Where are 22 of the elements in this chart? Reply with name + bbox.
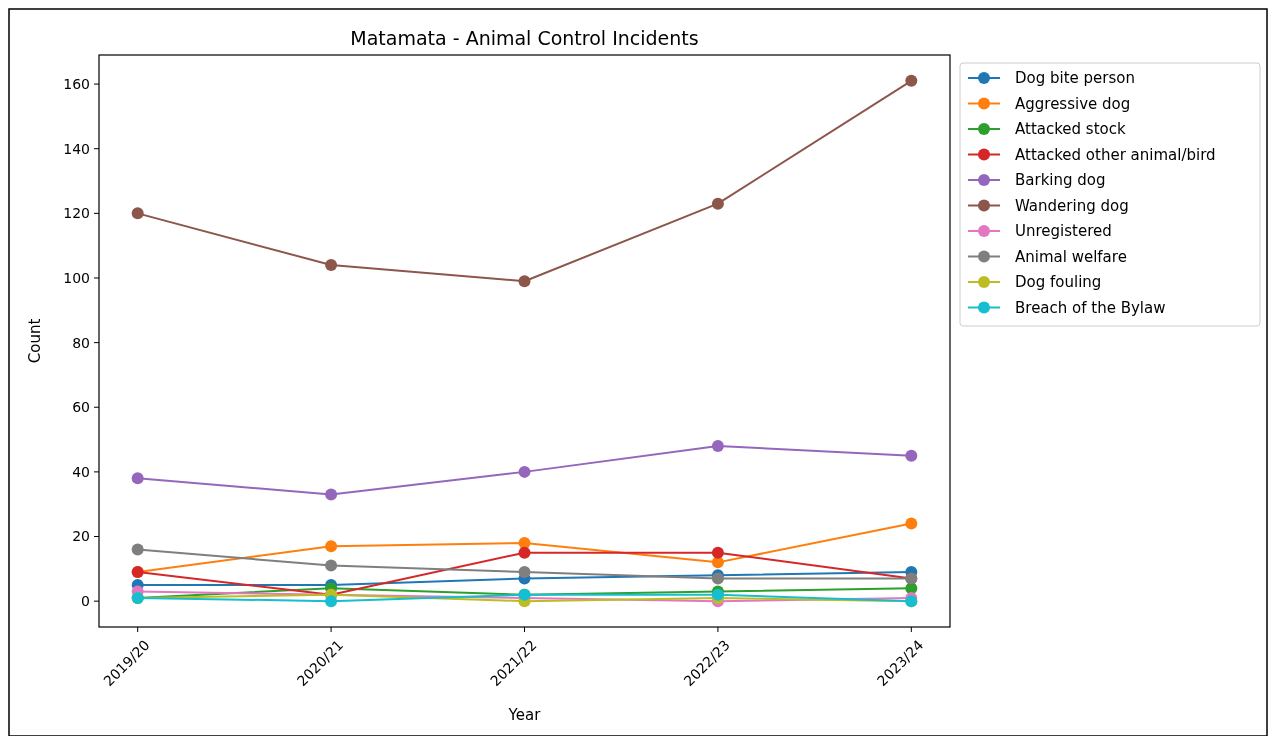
y-tick-label: 0 [81, 593, 90, 610]
y-tick-label: 140 [63, 140, 90, 157]
legend-label: Breach of the Bylaw [1015, 298, 1166, 317]
legend-label: Aggressive dog [1015, 94, 1131, 113]
legend-label: Dog bite person [1015, 69, 1135, 88]
chart-title: Matamata - Animal Control Incidents [350, 27, 699, 49]
legend-label: Attacked other animal/bird [1015, 145, 1216, 164]
legend-label: Unregistered [1015, 222, 1112, 241]
y-tick-label: 60 [72, 399, 90, 416]
legend-label: Wandering dog [1015, 196, 1129, 215]
legend-label: Barking dog [1015, 171, 1106, 190]
y-tick-label: 40 [72, 463, 90, 480]
x-axis-title: Year [507, 706, 542, 724]
y-tick-label: 160 [63, 75, 90, 92]
y-tick-label: 120 [63, 205, 90, 222]
legend-label: Attacked stock [1015, 120, 1126, 139]
legend-label: Animal welfare [1015, 247, 1127, 266]
y-tick-label: 20 [72, 528, 90, 545]
y-tick-label: 100 [63, 269, 90, 286]
y-tick-label: 80 [72, 334, 90, 351]
legend-label: Dog fouling [1015, 273, 1102, 292]
y-axis-title: Count [26, 318, 44, 364]
